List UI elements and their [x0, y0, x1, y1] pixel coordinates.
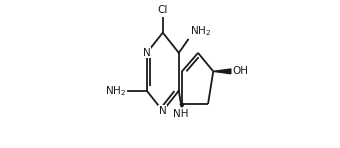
Text: N: N — [159, 106, 167, 116]
Polygon shape — [213, 69, 231, 74]
Text: OH: OH — [232, 66, 248, 76]
Text: NH: NH — [173, 109, 189, 119]
Text: Cl: Cl — [158, 5, 168, 15]
Text: NH$_2$: NH$_2$ — [189, 24, 211, 38]
Text: NH$_2$: NH$_2$ — [105, 84, 126, 98]
Text: N: N — [143, 48, 151, 58]
